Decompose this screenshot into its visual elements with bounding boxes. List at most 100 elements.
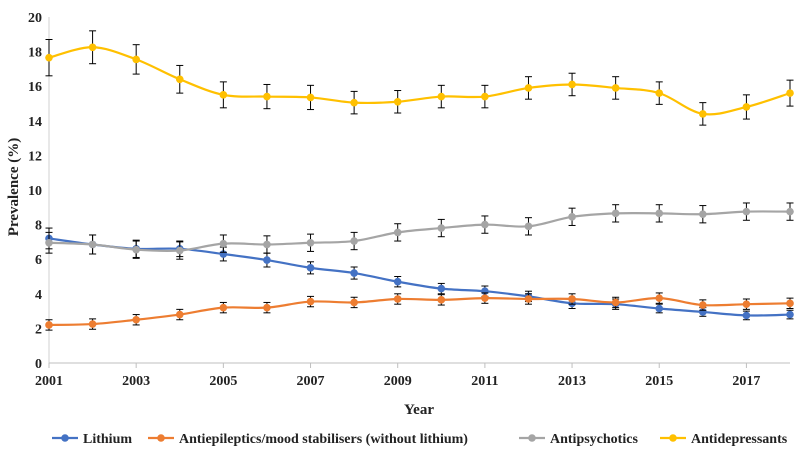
- data-point: [786, 310, 794, 319]
- legend-item: Lithium: [52, 432, 132, 447]
- data-point: [263, 256, 271, 264]
- data-point: [219, 91, 228, 99]
- data-point: [350, 98, 358, 107]
- data-point: [655, 89, 664, 97]
- y-tick-label: 18: [28, 46, 42, 61]
- data-point: [175, 75, 184, 84]
- data-point: [481, 92, 489, 101]
- data-point: [263, 240, 271, 249]
- data-point: [524, 222, 533, 231]
- legend-label: Antipsychotics: [550, 432, 638, 447]
- x-tick-label: 2001: [35, 374, 63, 389]
- data-point: [786, 299, 794, 308]
- data-point: [742, 103, 751, 111]
- series-2: [45, 202, 794, 260]
- data-point: [132, 245, 140, 254]
- y-axis-title: Prevalence (%): [6, 138, 22, 236]
- data-point: [263, 303, 271, 312]
- series-group: [45, 30, 794, 331]
- data-point: [45, 238, 53, 247]
- data-point: [437, 284, 446, 293]
- data-point: [393, 97, 402, 106]
- data-point: [350, 269, 358, 277]
- x-tick-label: 2015: [645, 374, 673, 389]
- data-point: [393, 295, 402, 303]
- data-point: [786, 89, 794, 97]
- data-point: [611, 209, 620, 218]
- data-point: [481, 220, 489, 229]
- legend-swatch-marker: [61, 434, 69, 442]
- data-point: [263, 92, 271, 101]
- data-point: [568, 80, 576, 89]
- legend-label: Lithium: [83, 432, 132, 447]
- data-point: [45, 321, 53, 329]
- data-point: [306, 238, 315, 247]
- y-tick-label: 10: [28, 184, 42, 199]
- x-tick-label: 2007: [297, 374, 325, 389]
- y-tick-label: 8: [35, 219, 42, 234]
- data-point: [655, 304, 664, 313]
- data-point: [742, 311, 751, 320]
- legend-item: Antidepressants: [660, 432, 788, 447]
- data-point: [611, 298, 620, 307]
- series-1: [45, 292, 794, 331]
- legend-item: Antiepileptics/mood stabilisers (without…: [148, 432, 468, 447]
- data-point: [306, 297, 315, 306]
- x-axis-title: Year: [404, 402, 434, 418]
- data-point: [132, 55, 140, 64]
- data-point: [655, 209, 664, 218]
- y-tick-label: 6: [35, 253, 42, 268]
- x-tick-label: 2017: [732, 374, 760, 389]
- legend-swatch-marker: [157, 434, 165, 442]
- series-line: [48, 210, 791, 253]
- x-tick-label: 2009: [384, 374, 412, 389]
- legend-swatch-marker: [669, 434, 677, 442]
- data-point: [132, 315, 140, 324]
- legend-swatch-marker: [528, 434, 536, 442]
- y-tick-label: 16: [28, 80, 42, 95]
- data-point: [437, 92, 446, 101]
- axes: 0 2 4 6 8 10 12 14 16 18 20 2001 2003 2005 2007 2009 201…: [28, 11, 790, 389]
- data-point: [742, 300, 751, 308]
- y-tick-label: 20: [28, 11, 42, 26]
- data-point: [437, 224, 446, 232]
- data-point: [219, 303, 228, 312]
- data-point: [219, 239, 228, 248]
- data-point: [88, 240, 97, 249]
- data-point: [568, 213, 576, 221]
- legend: Lithium Antiepileptics/mood stabilisers (…: [52, 432, 788, 447]
- data-point: [742, 207, 751, 216]
- legend-label: Antiepileptics/mood stabilisers (without…: [179, 432, 468, 447]
- data-point: [611, 84, 620, 92]
- series-0: [45, 227, 794, 321]
- legend-label: Antidepressants: [691, 432, 788, 447]
- data-point: [393, 277, 402, 286]
- series-line: [48, 297, 791, 327]
- x-tick-label: 2003: [122, 374, 150, 389]
- data-point: [350, 237, 358, 245]
- data-point: [699, 210, 707, 219]
- data-point: [786, 207, 794, 216]
- y-tick-label: 14: [28, 115, 42, 130]
- data-point: [524, 295, 533, 303]
- series-3: [45, 30, 794, 126]
- data-point: [437, 296, 446, 304]
- data-point: [175, 310, 184, 319]
- x-tick-label: 2011: [471, 374, 498, 389]
- data-point: [393, 228, 402, 237]
- data-point: [481, 294, 489, 302]
- y-tick-label: 0: [35, 357, 42, 372]
- y-tick-label: 12: [28, 149, 42, 164]
- data-point: [306, 93, 315, 102]
- y-tick-label: 4: [35, 288, 42, 303]
- data-point: [175, 246, 184, 255]
- data-point: [88, 320, 97, 328]
- data-point: [350, 298, 358, 307]
- data-point: [88, 43, 97, 52]
- data-point: [655, 294, 664, 302]
- x-tick-label: 2005: [209, 374, 237, 389]
- x-tick-label: 2013: [558, 374, 586, 389]
- data-point: [45, 53, 53, 62]
- legend-item: Antipsychotics: [519, 432, 638, 447]
